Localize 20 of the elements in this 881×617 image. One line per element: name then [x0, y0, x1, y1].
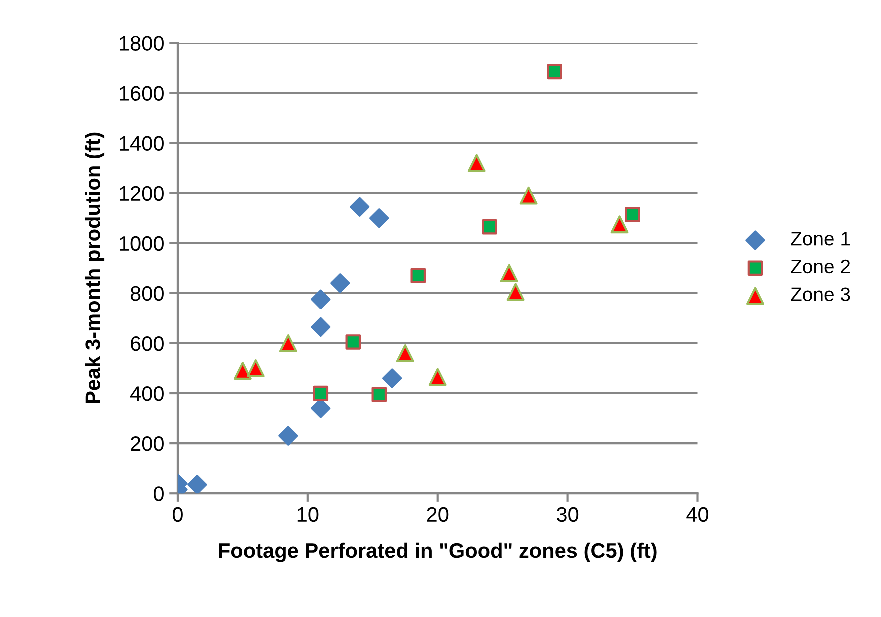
y-tick-label: 800 — [130, 286, 164, 302]
legend-label: Zone 2 — [791, 260, 850, 274]
y-tick-label: 400 — [130, 386, 164, 402]
x-tick-label: 40 — [686, 507, 709, 522]
y-tick-label: 600 — [131, 336, 164, 352]
legend-label: Zone 1 — [791, 232, 850, 246]
x-tick-label: 10 — [298, 507, 319, 522]
y-tick-label: 1000 — [120, 236, 164, 252]
x-tick-label: 0 — [172, 507, 183, 522]
y-tick-label: 1800 — [120, 36, 164, 51]
x-tick-label: 20 — [427, 507, 449, 522]
y-tick-label: 0 — [154, 486, 164, 502]
x-tick-label: 30 — [557, 507, 579, 522]
y-tick-label: 1400 — [120, 136, 164, 152]
y-tick-label: 1600 — [120, 86, 164, 101]
y-axis-title: Peak 3-month prodution (ft) — [85, 132, 105, 404]
x-axis-title: Footage Perforated in "Good" zones (C5) (ft) — [219, 542, 657, 562]
y-tick-label: 200 — [131, 436, 164, 452]
y-tick-label: 1200 — [120, 186, 164, 202]
legend-label: Zone 3 — [791, 288, 850, 302]
